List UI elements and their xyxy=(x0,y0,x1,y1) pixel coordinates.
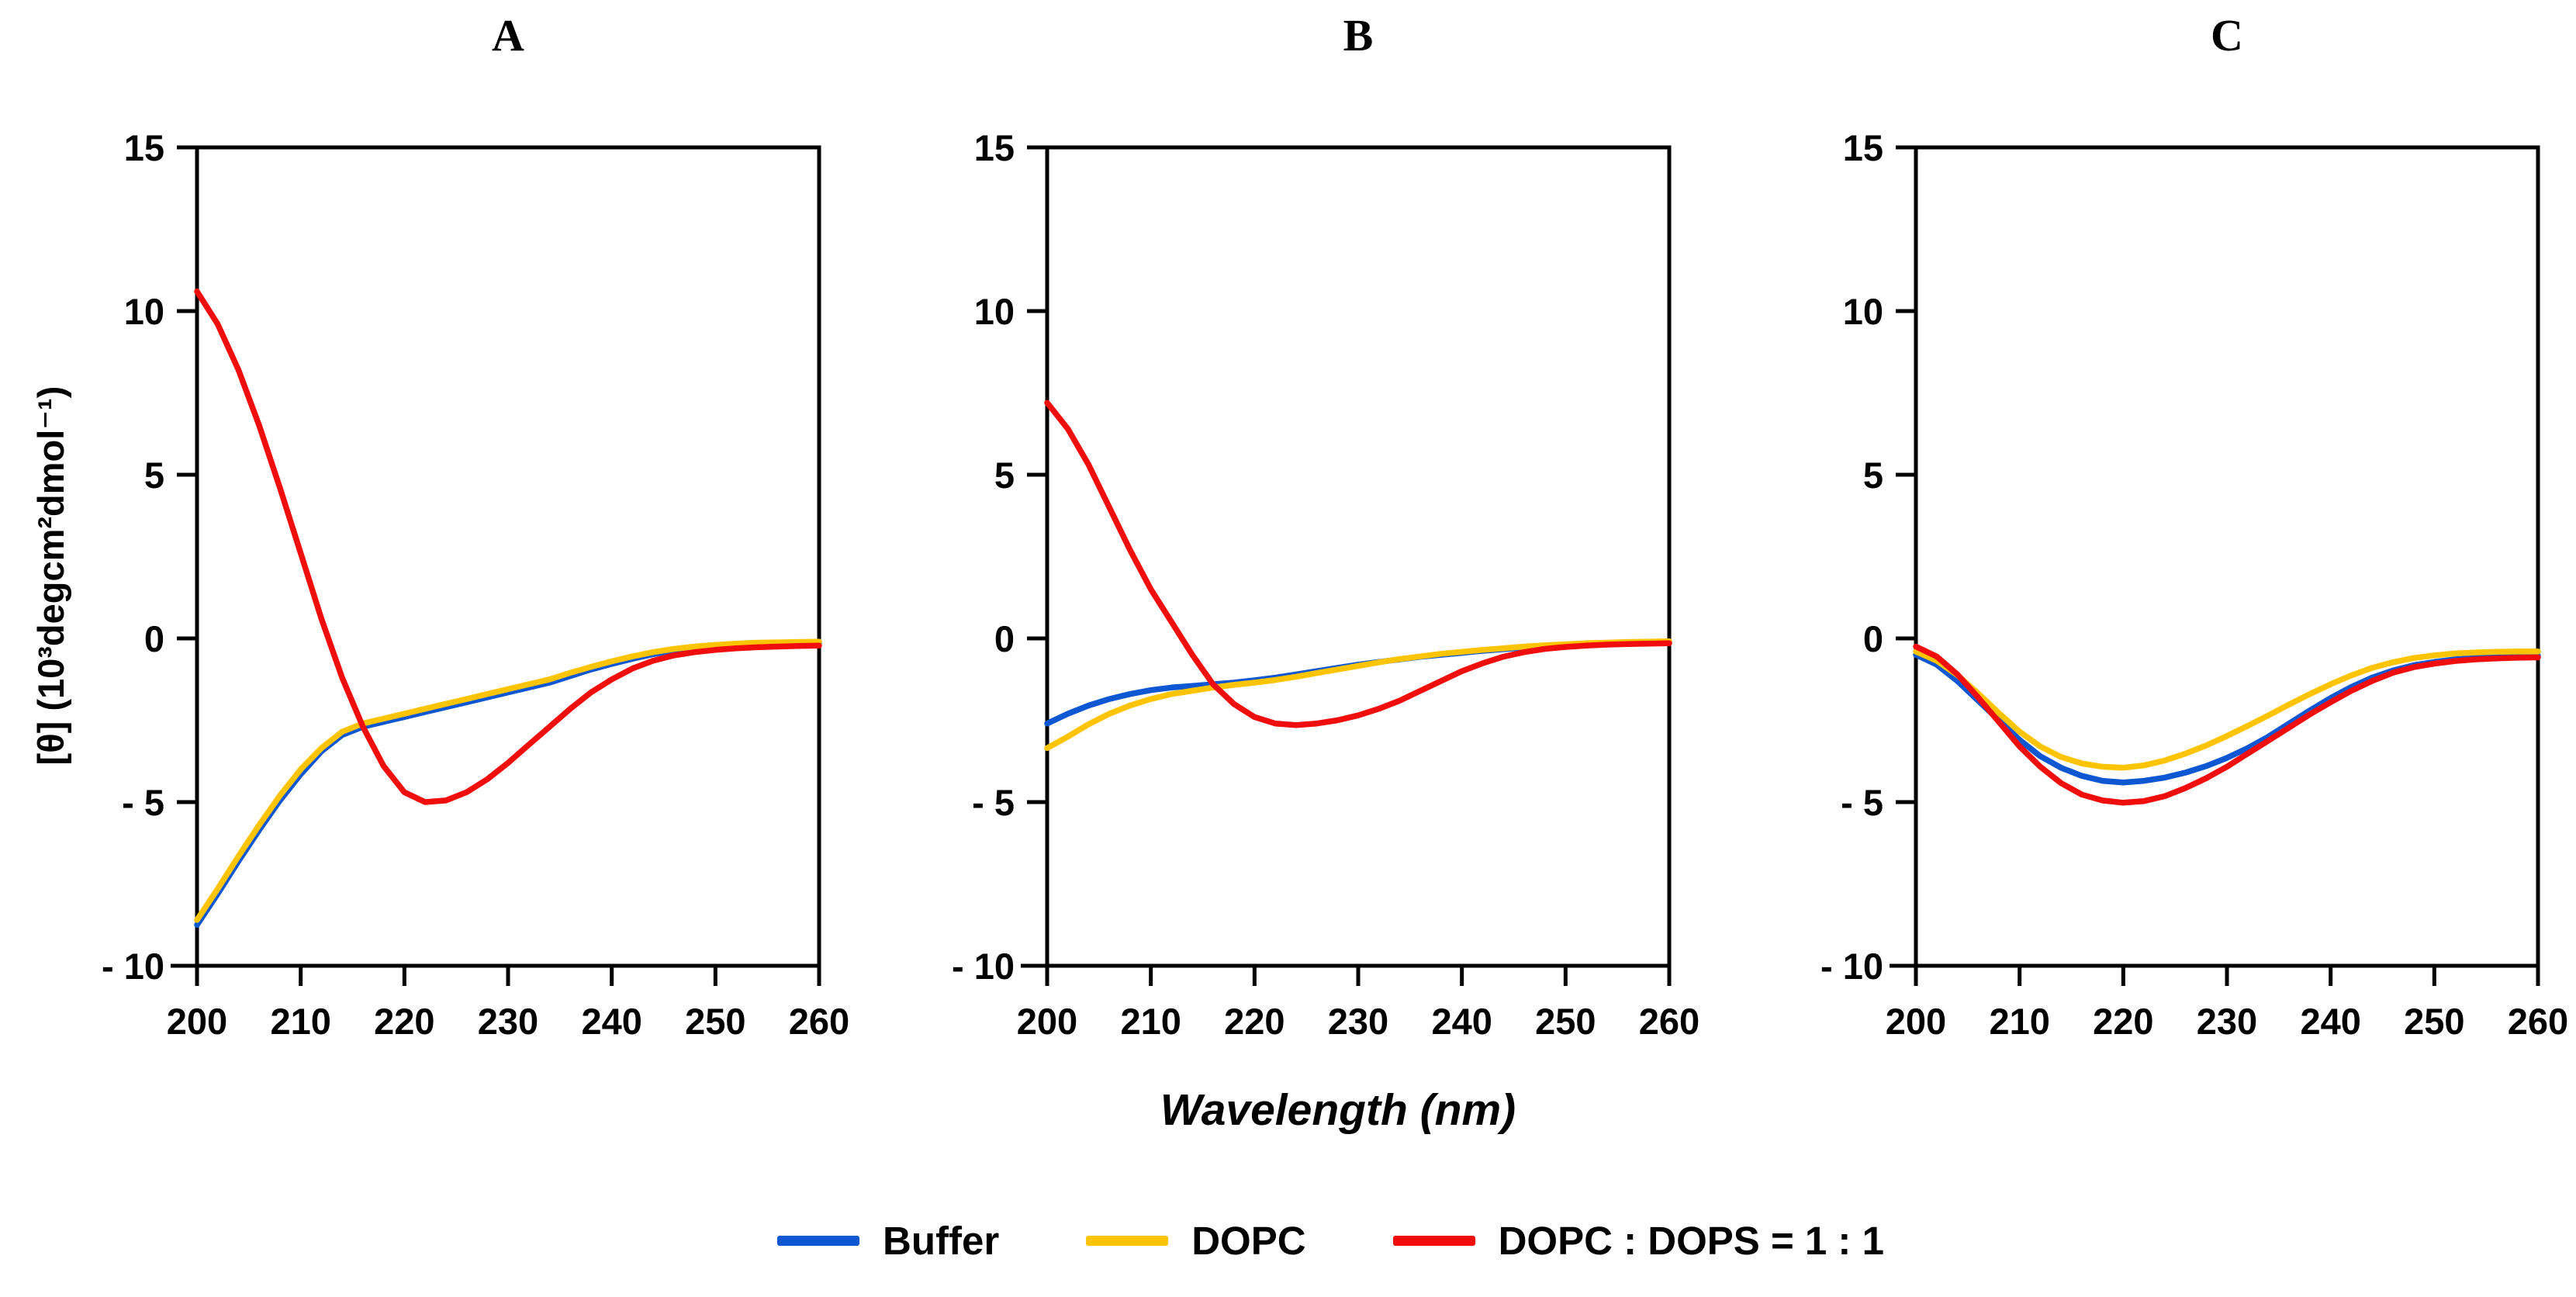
dopc-line-swatch xyxy=(1086,1236,1169,1246)
svg-text:210: 210 xyxy=(270,1001,330,1042)
svg-text:0: 0 xyxy=(144,618,164,659)
svg-text:15: 15 xyxy=(1843,127,1883,168)
svg-text:0: 0 xyxy=(1863,618,1883,659)
svg-text:250: 250 xyxy=(2404,1001,2464,1042)
buffer-line-swatch xyxy=(777,1236,860,1246)
svg-text:240: 240 xyxy=(581,1001,641,1042)
svg-text:- 5: - 5 xyxy=(122,782,164,823)
svg-text:210: 210 xyxy=(1120,1001,1181,1042)
svg-text:10: 10 xyxy=(124,291,164,332)
svg-text:- 5: - 5 xyxy=(1841,782,1883,823)
x-axis-label: Wavelength (nm) xyxy=(1160,1085,1516,1135)
svg-text:260: 260 xyxy=(1639,1001,1699,1042)
svg-text:- 5: - 5 xyxy=(972,782,1015,823)
svg-text:10: 10 xyxy=(1843,291,1883,332)
legend: Buffer DOPC DOPC : DOPS = 1 : 1 xyxy=(43,1218,2576,1264)
legend-item-buffer: Buffer xyxy=(777,1218,999,1264)
svg-text:240: 240 xyxy=(2300,1001,2360,1042)
svg-text:200: 200 xyxy=(167,1001,227,1042)
panel-a-title: A xyxy=(492,10,524,61)
legend-label-buffer: Buffer xyxy=(883,1219,1000,1263)
svg-text:220: 220 xyxy=(1224,1001,1285,1042)
legend-label-dopc-dops: DOPC : DOPS = 1 : 1 xyxy=(1498,1219,1884,1263)
svg-text:5: 5 xyxy=(144,455,164,496)
svg-text:200: 200 xyxy=(1886,1001,1946,1042)
svg-text:5: 5 xyxy=(994,455,1015,496)
svg-text:210: 210 xyxy=(1989,1001,2049,1042)
svg-text:240: 240 xyxy=(1431,1001,1492,1042)
svg-text:200: 200 xyxy=(1017,1001,1077,1042)
panel-b-title: B xyxy=(1343,10,1374,61)
svg-text:230: 230 xyxy=(1328,1001,1388,1042)
legend-item-dopc-dops: DOPC : DOPS = 1 : 1 xyxy=(1392,1218,1884,1264)
svg-text:220: 220 xyxy=(374,1001,434,1042)
panel-c-title: C xyxy=(2211,10,2243,61)
svg-text:250: 250 xyxy=(685,1001,745,1042)
svg-text:15: 15 xyxy=(974,127,1015,168)
svg-text:10: 10 xyxy=(974,291,1015,332)
svg-text:- 10: - 10 xyxy=(1820,946,1883,987)
legend-item-dopc: DOPC xyxy=(1086,1218,1306,1264)
svg-text:- 10: - 10 xyxy=(952,946,1015,987)
svg-text:0: 0 xyxy=(994,618,1015,659)
svg-text:230: 230 xyxy=(2197,1001,2257,1042)
svg-text:15: 15 xyxy=(124,127,164,168)
svg-text:5: 5 xyxy=(1863,455,1883,496)
svg-text:260: 260 xyxy=(789,1001,849,1042)
svg-text:250: 250 xyxy=(1535,1001,1596,1042)
svg-text:260: 260 xyxy=(2508,1001,2568,1042)
dopc-dops-line-swatch xyxy=(1392,1236,1475,1246)
svg-text:- 10: - 10 xyxy=(102,946,164,987)
legend-label-dopc: DOPC xyxy=(1191,1219,1306,1263)
svg-text:220: 220 xyxy=(2093,1001,2153,1042)
svg-text:230: 230 xyxy=(478,1001,538,1042)
